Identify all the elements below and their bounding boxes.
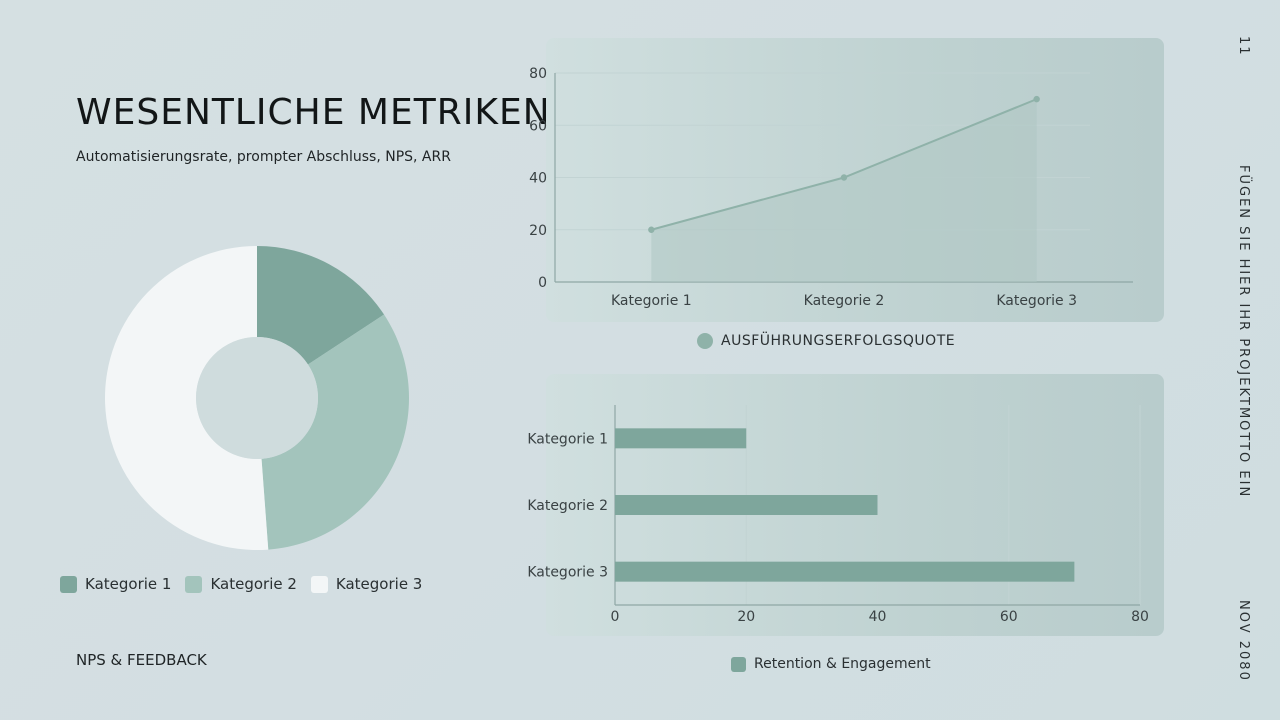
legend-label-3: Kategorie 3 <box>335 575 423 593</box>
area-y-tick-label: 0 <box>538 275 547 291</box>
bar-category-label: Kategorie 1 <box>527 431 608 447</box>
bar-1 <box>615 428 747 449</box>
area-chart: 0 20 40 60 80 Kategorie 1 Kategorie 2 Kategorie… <box>529 66 1133 309</box>
legend-swatch-1 <box>60 575 77 593</box>
area-x-tick-label: Kategorie 2 <box>804 293 885 309</box>
area-fill <box>651 99 1037 282</box>
bar-legend-label: Retention & Engagement <box>754 656 931 672</box>
bar-chart: 0 20 40 60 80 Kategorie 1 Kategorie 2 Kategorie… <box>527 405 1149 625</box>
section-label: NPS & FEEDBACK <box>76 651 207 669</box>
slide-subtitle: Automatisierungsrate, prompter Abschluss… <box>76 149 451 165</box>
area-legend-dot <box>697 333 713 349</box>
area-x-tick-label: Kategorie 1 <box>611 293 692 309</box>
bar-x-tick-label: 80 <box>1131 609 1149 625</box>
slide-date: NOV 2080 <box>1236 600 1251 682</box>
bar-x-tick-label: 40 <box>869 609 887 625</box>
legend-swatch-2 <box>185 575 203 593</box>
area-y-tick-label: 20 <box>529 223 547 239</box>
area-legend-label: AUSFÜHRUNGSERFOLGSQUOTE <box>721 333 956 349</box>
donut-legend: Kategorie 1 Kategorie 2 Kategorie 3 <box>60 575 422 593</box>
bar-x-tick-label: 60 <box>1000 609 1018 625</box>
bar-category-label: Kategorie 2 <box>527 498 608 514</box>
slide-title: WESENTLICHE METRIKEN <box>76 92 551 133</box>
area-x-tick-label: Kategorie 3 <box>996 293 1077 309</box>
area-point <box>1033 95 1040 103</box>
area-y-tick-label: 80 <box>529 66 547 82</box>
bar-legend-swatch <box>731 656 746 672</box>
bar-category-label: Kategorie 3 <box>527 565 608 581</box>
bar-2 <box>615 495 878 515</box>
area-y-tick-label: 60 <box>529 118 547 134</box>
bar-x-tick-label: 20 <box>737 609 755 625</box>
bar-x-tick-label: 0 <box>611 609 620 625</box>
bar-3 <box>615 561 1075 582</box>
bar-legend: Retention & Engagement <box>731 656 931 672</box>
page-number: 11 <box>1236 36 1251 57</box>
area-legend: AUSFÜHRUNGSERFOLGSQUOTE <box>697 333 955 349</box>
donut-slice-1 <box>257 246 385 365</box>
area-y-tick-label: 40 <box>529 171 547 187</box>
donut-chart <box>105 246 409 550</box>
donut-hole <box>196 337 318 459</box>
donut-slice-2 <box>261 314 409 550</box>
project-motto: FÜGEN SIE HIER IHR PROJEKTMOTTO EIN <box>1236 165 1251 499</box>
legend-label-2: Kategorie 2 <box>210 575 297 593</box>
area-point <box>648 226 655 233</box>
area-point <box>840 174 848 181</box>
legend-label-1: Kategorie 1 <box>85 575 172 593</box>
legend-swatch-3 <box>310 575 328 593</box>
donut-slice-3 <box>105 246 269 550</box>
